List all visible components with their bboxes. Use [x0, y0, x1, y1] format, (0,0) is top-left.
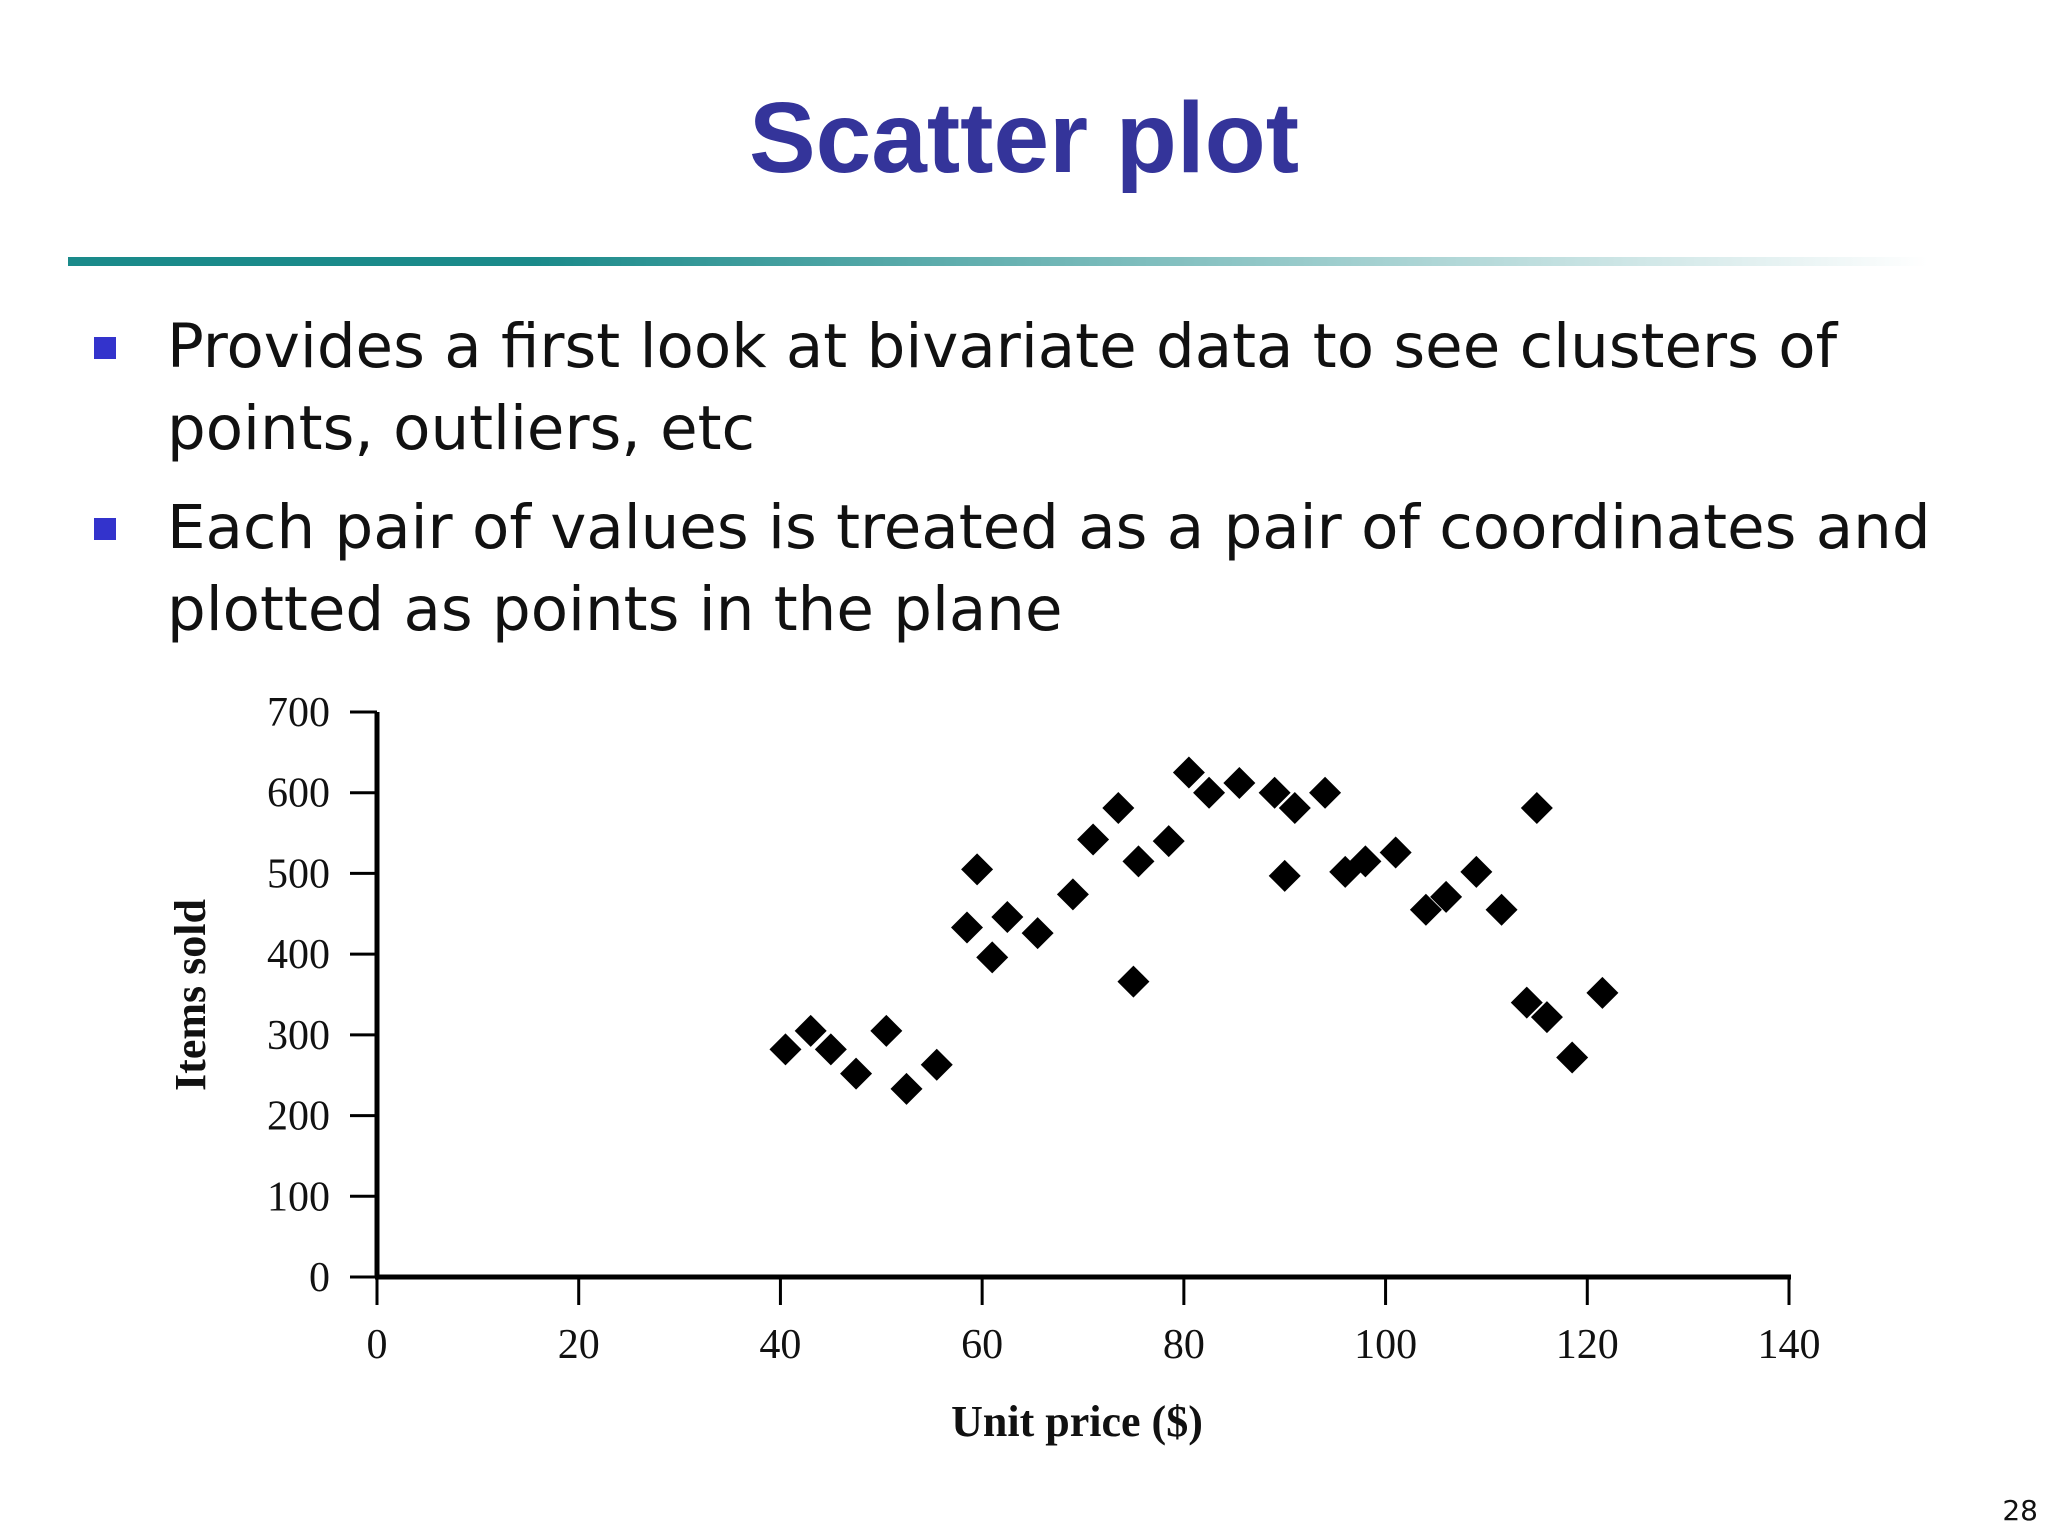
data-point [769, 1033, 802, 1066]
y-tick-label: 0 [309, 1255, 330, 1301]
y-axis-ticks: 0 100 200 300 400 500 600 700 [267, 690, 377, 1301]
y-axis-title: Items sold [166, 899, 215, 1091]
x-tick-label: 140 [1758, 1322, 1821, 1368]
data-point [1077, 823, 1110, 856]
data-point [1056, 878, 1089, 911]
data-point [870, 1014, 903, 1047]
y-tick-label: 200 [267, 1094, 330, 1140]
data-point [1268, 859, 1301, 892]
data-point [1430, 880, 1463, 913]
data-point [1530, 1001, 1563, 1034]
y-tick-label: 500 [267, 851, 330, 897]
bullet-line: Each pair of values is treated as a pair… [167, 492, 1931, 563]
data-point [1021, 917, 1054, 950]
x-tick-label: 40 [759, 1322, 801, 1368]
y-tick-label: 100 [267, 1174, 330, 1220]
x-tick-label: 20 [558, 1322, 600, 1368]
data-point [1117, 965, 1150, 998]
x-tick-label: 0 [367, 1322, 388, 1368]
title-divider [68, 257, 1928, 266]
data-point [1510, 986, 1543, 1019]
bullet-line: points, outliers, etc [167, 393, 756, 464]
data-point [961, 853, 994, 886]
data-point [890, 1072, 923, 1105]
square-bullet-icon [94, 518, 116, 540]
bullet-item: Provides a first look at bivariate data … [94, 306, 1967, 470]
x-axis-title: Unit price ($) [951, 1397, 1203, 1446]
y-tick-label: 400 [267, 932, 330, 978]
data-point [1193, 776, 1226, 809]
x-tick-label: 60 [961, 1322, 1003, 1368]
data-point [1122, 845, 1155, 878]
data-point [1102, 792, 1135, 825]
data-point [920, 1048, 953, 1081]
data-point [1309, 776, 1342, 809]
x-tick-label: 120 [1556, 1322, 1619, 1368]
x-tick-label: 100 [1354, 1322, 1417, 1368]
bullet-line: Provides a first look at bivariate data … [167, 311, 1838, 382]
data-point [840, 1057, 873, 1090]
bullet-item: Each pair of values is treated as a pair… [94, 487, 1967, 651]
bullet-line: plotted as points in the plane [167, 574, 1063, 645]
x-tick-label: 80 [1163, 1322, 1205, 1368]
data-point [976, 941, 1009, 974]
data-point [1586, 976, 1619, 1009]
data-point [951, 911, 984, 944]
bullet-list: Provides a first look at bivariate data … [0, 0, 2048, 700]
page-number: 28 [2002, 1494, 2038, 1527]
data-point [814, 1033, 847, 1066]
data-point [1379, 836, 1412, 869]
data-points [769, 756, 1619, 1105]
data-point [1349, 845, 1382, 878]
data-point [1152, 825, 1185, 858]
data-point [1485, 893, 1518, 926]
square-bullet-icon [94, 337, 116, 359]
data-point [1460, 855, 1493, 888]
x-axis-ticks: 0 20 40 60 80 100 120 140 [367, 1277, 1821, 1368]
y-tick-label: 300 [267, 1013, 330, 1059]
data-point [1278, 792, 1311, 825]
data-point [1556, 1041, 1589, 1074]
slide-title: Scatter plot [748, 82, 1300, 194]
y-tick-label: 700 [267, 690, 330, 736]
data-point [1520, 792, 1553, 825]
data-point [991, 901, 1024, 934]
data-point [1409, 893, 1442, 926]
data-point [794, 1014, 827, 1047]
data-point [1172, 756, 1205, 789]
data-point [1258, 776, 1291, 809]
y-tick-label: 600 [267, 771, 330, 817]
data-point [1223, 767, 1256, 800]
